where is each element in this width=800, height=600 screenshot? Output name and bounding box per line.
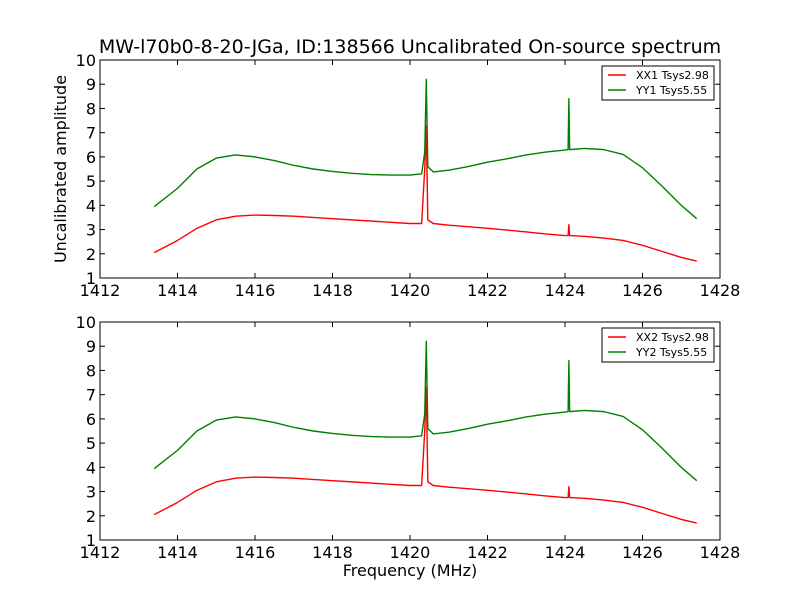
y-tick-label: 1 <box>86 269 96 288</box>
y-tick-label: 3 <box>86 483 96 502</box>
legend-box <box>601 327 715 363</box>
x-tick-label: 1426 <box>622 281 663 300</box>
legend: XX1 Tsys2.98 YY1 Tsys5.55 <box>601 65 715 101</box>
y-tick-label: 5 <box>86 434 96 453</box>
x-tick-label: 1418 <box>312 281 353 300</box>
legend-label: XX1 Tsys2.98 <box>636 69 709 82</box>
y-tick-label: 4 <box>86 196 96 215</box>
series-line-xx <box>153 124 697 262</box>
y-tick-label: 2 <box>86 507 96 526</box>
series-line-xx <box>153 386 697 524</box>
y-tick-label: 7 <box>86 386 96 405</box>
x-tick-label: 1428 <box>700 281 741 300</box>
legend-box <box>601 65 715 101</box>
y-tick-label: 2 <box>86 245 96 264</box>
y-tick-label: 5 <box>86 172 96 191</box>
x-tick-label: 1416 <box>235 281 276 300</box>
chart-title: MW-l70b0-8-20-JGa, ID:138566 Uncalibrate… <box>99 36 721 58</box>
subplot-1: 1412 1414 1416 1418 1420 1422 1424 1426 1428 1 2 3 4… <box>51 36 740 300</box>
x-tick-label: 1414 <box>157 543 198 562</box>
x-axis-label: Frequency (MHz) <box>343 561 477 580</box>
series-line-yy <box>153 340 698 482</box>
y-tick-label: 3 <box>86 221 96 240</box>
y-tick-label: 10 <box>76 51 96 70</box>
legend-label: YY2 Tsys5.55 <box>635 346 707 359</box>
y-tick-label: 7 <box>86 124 96 143</box>
legend-label: YY1 Tsys5.55 <box>635 84 707 97</box>
x-tick-label: 1426 <box>622 543 663 562</box>
x-tick-label: 1414 <box>157 281 198 300</box>
x-tick-label: 1412 <box>80 281 121 300</box>
x-tick-label: 1424 <box>545 281 586 300</box>
x-tick-label: 1412 <box>80 543 121 562</box>
x-tick-label: 1424 <box>545 543 586 562</box>
legend: XX2 Tsys2.98 YY2 Tsys5.55 <box>601 327 715 363</box>
x-tick-label: 1428 <box>700 543 741 562</box>
y-tick-label: 8 <box>86 99 96 118</box>
subplot-2: 1412 1414 1416 1418 1420 1422 1424 1426 1428 1 2 3 4… <box>76 313 741 580</box>
x-tick-label: 1420 <box>390 281 431 300</box>
x-tick-label: 1422 <box>467 281 508 300</box>
x-tick-label: 1416 <box>235 543 276 562</box>
legend-label: XX2 Tsys2.98 <box>636 331 709 344</box>
x-tick-label: 1422 <box>467 543 508 562</box>
y-tick-label: 9 <box>86 337 96 356</box>
y-tick-label: 6 <box>86 148 96 167</box>
y-tick-label: 1 <box>86 531 96 550</box>
y-tick-label: 8 <box>86 361 96 380</box>
y-tick-label: 10 <box>76 313 96 332</box>
x-tick-label: 1418 <box>312 543 353 562</box>
y-tick-label: 9 <box>86 75 96 94</box>
y-axis-label: Uncalibrated amplitude <box>51 75 70 263</box>
x-tick-label: 1420 <box>390 543 431 562</box>
y-tick-label: 6 <box>86 410 96 429</box>
y-tick-label: 4 <box>86 458 96 477</box>
series-line-yy <box>153 78 698 220</box>
